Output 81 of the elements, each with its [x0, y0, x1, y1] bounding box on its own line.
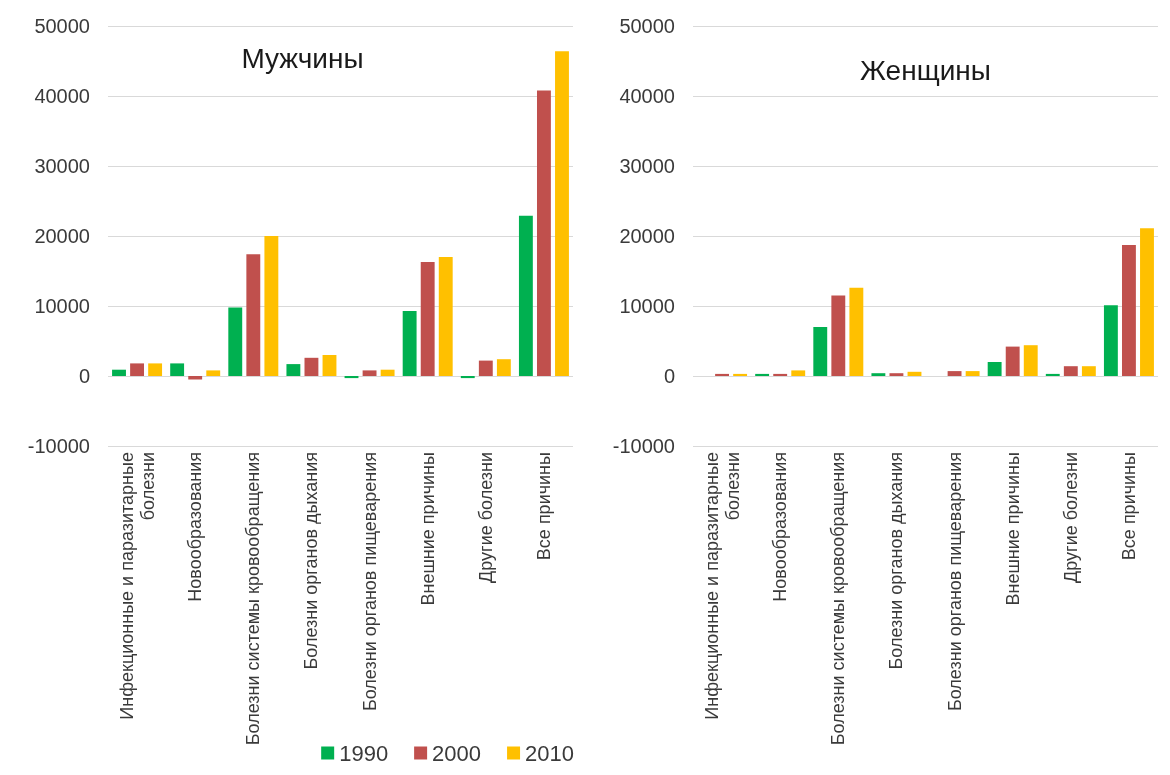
- bar: [362, 370, 377, 376]
- bar: [1121, 245, 1136, 376]
- text: Женщины: [860, 54, 991, 86]
- bar: [773, 373, 788, 376]
- y-tick-label: 40000: [34, 85, 90, 107]
- bar: [1045, 373, 1060, 376]
- text: Мужчины: [241, 42, 364, 74]
- bar: [947, 371, 962, 376]
- bar: [1081, 366, 1096, 376]
- bar: [130, 363, 145, 376]
- bar: [871, 373, 886, 376]
- bar: [755, 373, 770, 376]
- x-tick-label: Внешние причины: [1002, 452, 1023, 606]
- y-tick-label: 30000: [34, 155, 90, 177]
- y-tick-label: -10000: [27, 435, 90, 457]
- legend-label: 2000: [432, 740, 482, 766]
- y-tick-label: 20000: [34, 225, 90, 247]
- bar: [1103, 305, 1118, 376]
- bar: [148, 363, 163, 376]
- x-tick-label: Другие болезни: [1060, 452, 1081, 583]
- bar: [344, 376, 359, 379]
- x-tick-label: Новообразования: [770, 452, 791, 602]
- x-tick-label: Болезни органов дыхания: [301, 452, 322, 670]
- x-tick-label: Все причины: [533, 452, 554, 561]
- bar: [889, 373, 904, 376]
- bar: [849, 287, 864, 376]
- y-tick-label: 10000: [619, 295, 675, 317]
- y-tick-label: 0: [78, 365, 90, 387]
- bar: [206, 370, 221, 376]
- bar: [264, 236, 279, 376]
- x-tick-label: Болезни системы кровообращения: [828, 452, 849, 746]
- x-tick-label: Болезни органов дыхания: [886, 452, 907, 670]
- bar: [380, 369, 395, 376]
- bar: [286, 364, 301, 376]
- y-tick-label: 50000: [34, 15, 90, 37]
- bar: [402, 310, 417, 376]
- bar: [907, 371, 922, 376]
- y-tick-label: -10000: [612, 435, 675, 457]
- bar: [715, 373, 730, 376]
- legend-label: 2010: [525, 740, 575, 766]
- bar: [1063, 366, 1078, 376]
- bar: [420, 261, 435, 376]
- y-tick-label: 0: [663, 365, 675, 387]
- bar: [831, 295, 846, 376]
- bar: [518, 215, 533, 376]
- bar: [496, 359, 511, 376]
- bar: [791, 370, 806, 376]
- x-tick-label: Инфекционные и паразитарные болезни: [116, 452, 158, 720]
- legend-label: 1990: [339, 740, 389, 766]
- bar: [733, 373, 748, 376]
- bar: [1005, 346, 1020, 376]
- bar: [536, 90, 551, 376]
- x-tick-label: Все причины: [1118, 452, 1139, 561]
- x-tick-label: Внешние причины: [417, 452, 438, 606]
- bar: [1140, 228, 1154, 376]
- bar: [246, 254, 261, 376]
- x-tick-label: Болезни системы кровообращения: [243, 452, 264, 746]
- bar: [555, 51, 569, 376]
- x-tick-label: Болезни органов пищеварения: [359, 452, 380, 712]
- x-tick-label: Болезни органов пищеварения: [944, 452, 965, 712]
- bar: [460, 376, 475, 379]
- y-tick-label: 20000: [619, 225, 675, 247]
- bar: [478, 360, 493, 376]
- bar: [322, 355, 337, 376]
- x-tick-label: Новообразования: [185, 452, 206, 602]
- bar: [438, 257, 453, 376]
- y-tick-label: 10000: [34, 295, 90, 317]
- x-tick-label: Другие болезни: [475, 452, 496, 583]
- bar: [112, 369, 126, 376]
- bar: [304, 357, 319, 376]
- bar: [1023, 345, 1038, 376]
- x-tick-label: Инфекционные и паразитарные болезни: [701, 452, 743, 720]
- y-tick-label: 50000: [619, 15, 675, 37]
- bar: [188, 376, 203, 380]
- y-tick-label: 30000: [619, 155, 675, 177]
- y-tick-label: 40000: [619, 85, 675, 107]
- bar: [228, 307, 243, 376]
- bar: [813, 327, 828, 376]
- bar: [965, 371, 980, 376]
- bar: [170, 363, 185, 376]
- bar: [987, 362, 1002, 376]
